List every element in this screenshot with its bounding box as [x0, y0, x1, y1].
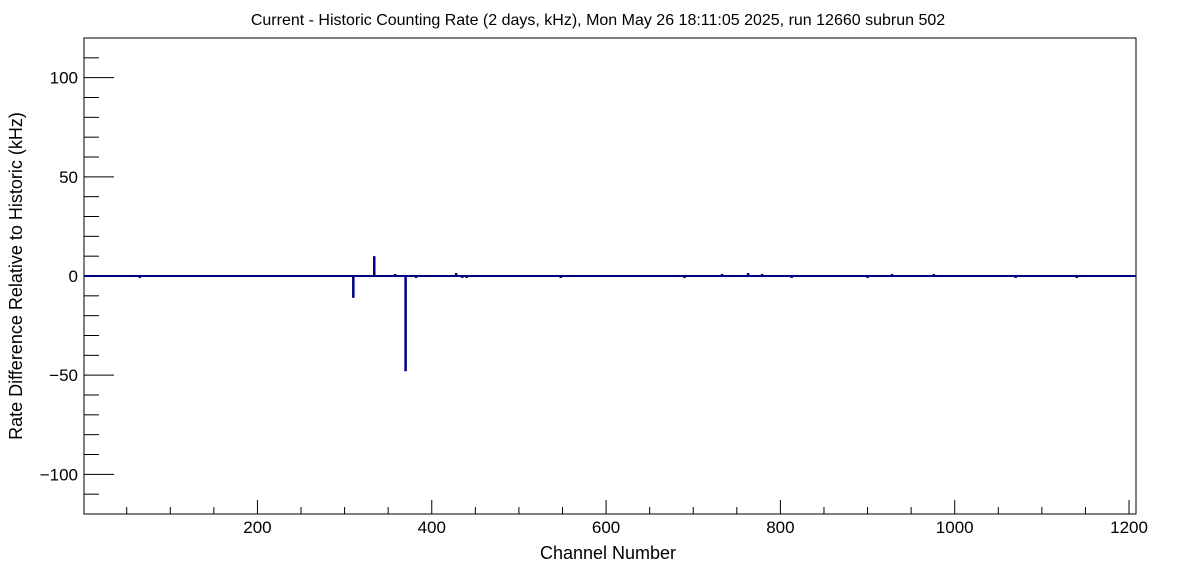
x-tick-label: 400: [418, 518, 446, 537]
x-tick-label: 1200: [1110, 518, 1148, 537]
x-axis-title: Channel Number: [540, 543, 676, 563]
y-axis-title: Rate Difference Relative to Historic (kH…: [6, 112, 26, 440]
y-axis-ticks: [84, 57, 114, 495]
x-axis-ticks: [126, 500, 1130, 514]
y-tick-label: −50: [49, 366, 78, 385]
x-axis-tick-labels: 200 400 600 800 1000 1200: [243, 518, 1148, 537]
chart-title: Current - Historic Counting Rate (2 days…: [251, 12, 945, 29]
y-tick-label: −100: [40, 465, 78, 484]
y-tick-label: 0: [69, 267, 78, 286]
y-tick-label: 100: [50, 69, 78, 88]
x-tick-label: 200: [243, 518, 271, 537]
y-tick-label: 50: [59, 168, 78, 187]
y-axis-tick-labels: −100 −50 0 50 100: [40, 69, 78, 485]
data-series: [84, 256, 1136, 372]
x-tick-label: 1000: [936, 518, 974, 537]
x-tick-label: 800: [766, 518, 794, 537]
x-tick-label: 600: [592, 518, 620, 537]
